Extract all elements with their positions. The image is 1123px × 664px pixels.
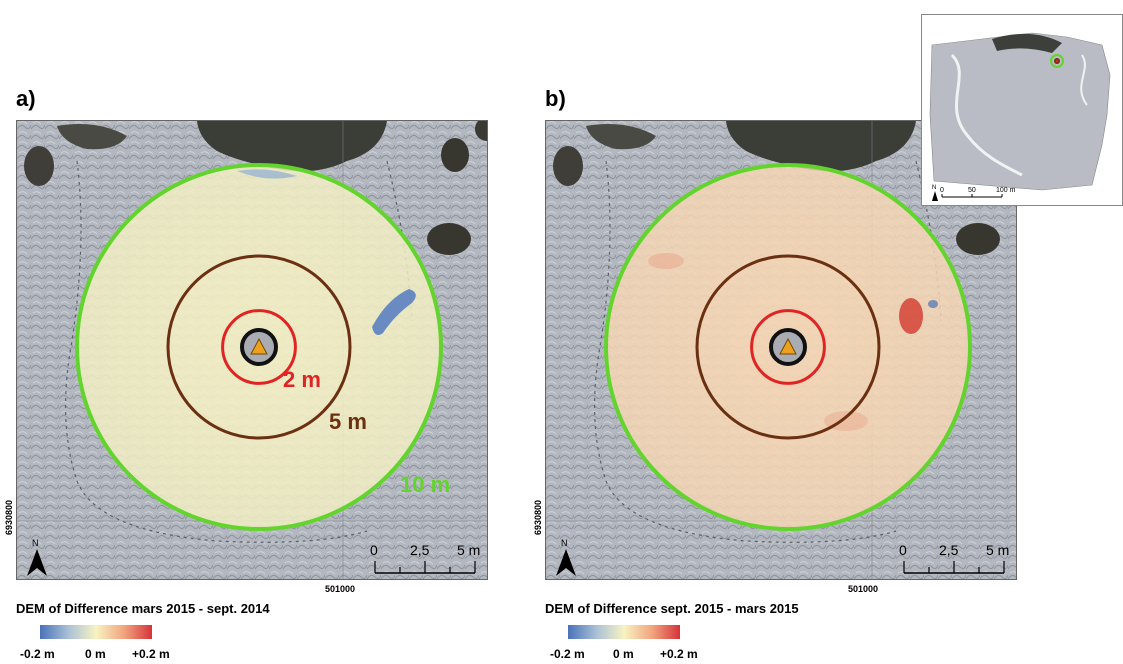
map-panel-a: 2 m 5 m 10 m N 0 2,5 5 m (16, 120, 488, 580)
inset-overview-map: N 0 50 100 m (921, 14, 1123, 206)
easting-label-b: 501000 (848, 584, 879, 594)
north-arrow-icon (556, 549, 576, 576)
legend-mid-b: 0 m (613, 647, 634, 661)
vegetation-patch (427, 223, 471, 255)
scale-label-5m: 5 m (986, 542, 1009, 558)
color-ramp-a (40, 625, 152, 639)
scale-label-5m: 5 m (457, 542, 480, 558)
vegetation-patch (57, 123, 127, 150)
ring-label-5m: 5 m (329, 409, 367, 434)
scale-label-0: 0 (370, 542, 378, 558)
scale-label-2-5: 2,5 (939, 542, 959, 558)
legend-title-a: DEM of Difference mars 2015 - sept. 2014 (16, 601, 270, 616)
inset-scale-50: 50 (968, 187, 976, 194)
erosion-anomaly (237, 169, 297, 179)
north-label: N (32, 538, 39, 548)
vegetation-patch (726, 121, 916, 172)
vegetation-patch (441, 138, 469, 172)
vegetation-patch (475, 121, 487, 141)
panel-b-label: b) (545, 86, 566, 111)
ring-label-2m: 2 m (283, 367, 321, 392)
station-triangle-icon (250, 337, 268, 355)
legend-title-b: DEM of Difference sept. 2015 - mars 2015 (545, 601, 799, 616)
erosion-anomaly (372, 289, 416, 335)
ring-5m (695, 254, 881, 440)
legend-max-a: +0.2 m (132, 647, 170, 661)
ring-label-10m: 10 m (400, 472, 450, 497)
ring-2m (750, 309, 826, 385)
erosion-anomaly (928, 300, 938, 308)
ring-2m (221, 309, 297, 385)
color-ramp-b (568, 625, 680, 639)
inset-scale-100: 100 m (996, 187, 1016, 194)
vegetation-patch (553, 146, 583, 186)
ring-10m (75, 163, 443, 531)
ring-5m (166, 254, 352, 440)
north-arrow-icon (27, 549, 47, 576)
scale-label-0: 0 (899, 542, 907, 558)
legend-min-b: -0.2 m (550, 647, 585, 661)
vegetation-patch (24, 146, 54, 186)
vegetation-patch (956, 223, 1000, 255)
northing-label-b: 6930800 (533, 499, 543, 535)
vegetation-patch (586, 123, 656, 150)
deposition-anomaly (899, 298, 923, 334)
north-label: N (561, 538, 568, 548)
legend-mid-a: 0 m (85, 647, 106, 661)
inset-scale-0: 0 (940, 187, 944, 194)
legend-max-b: +0.2 m (660, 647, 698, 661)
inset-north-arrow-icon (932, 191, 938, 201)
track-line (593, 160, 897, 543)
ring-10m (604, 163, 972, 531)
easting-label-a: 501000 (325, 584, 356, 594)
scale-label-2-5: 2,5 (410, 542, 430, 558)
station-triangle-icon (779, 337, 797, 355)
inset-north-label: N (932, 185, 936, 191)
panel-a-label: a) (16, 86, 36, 111)
northing-label-a: 6930800 (4, 499, 14, 535)
legend-min-a: -0.2 m (20, 647, 55, 661)
track-line (64, 160, 368, 543)
vegetation-patch (197, 121, 387, 172)
